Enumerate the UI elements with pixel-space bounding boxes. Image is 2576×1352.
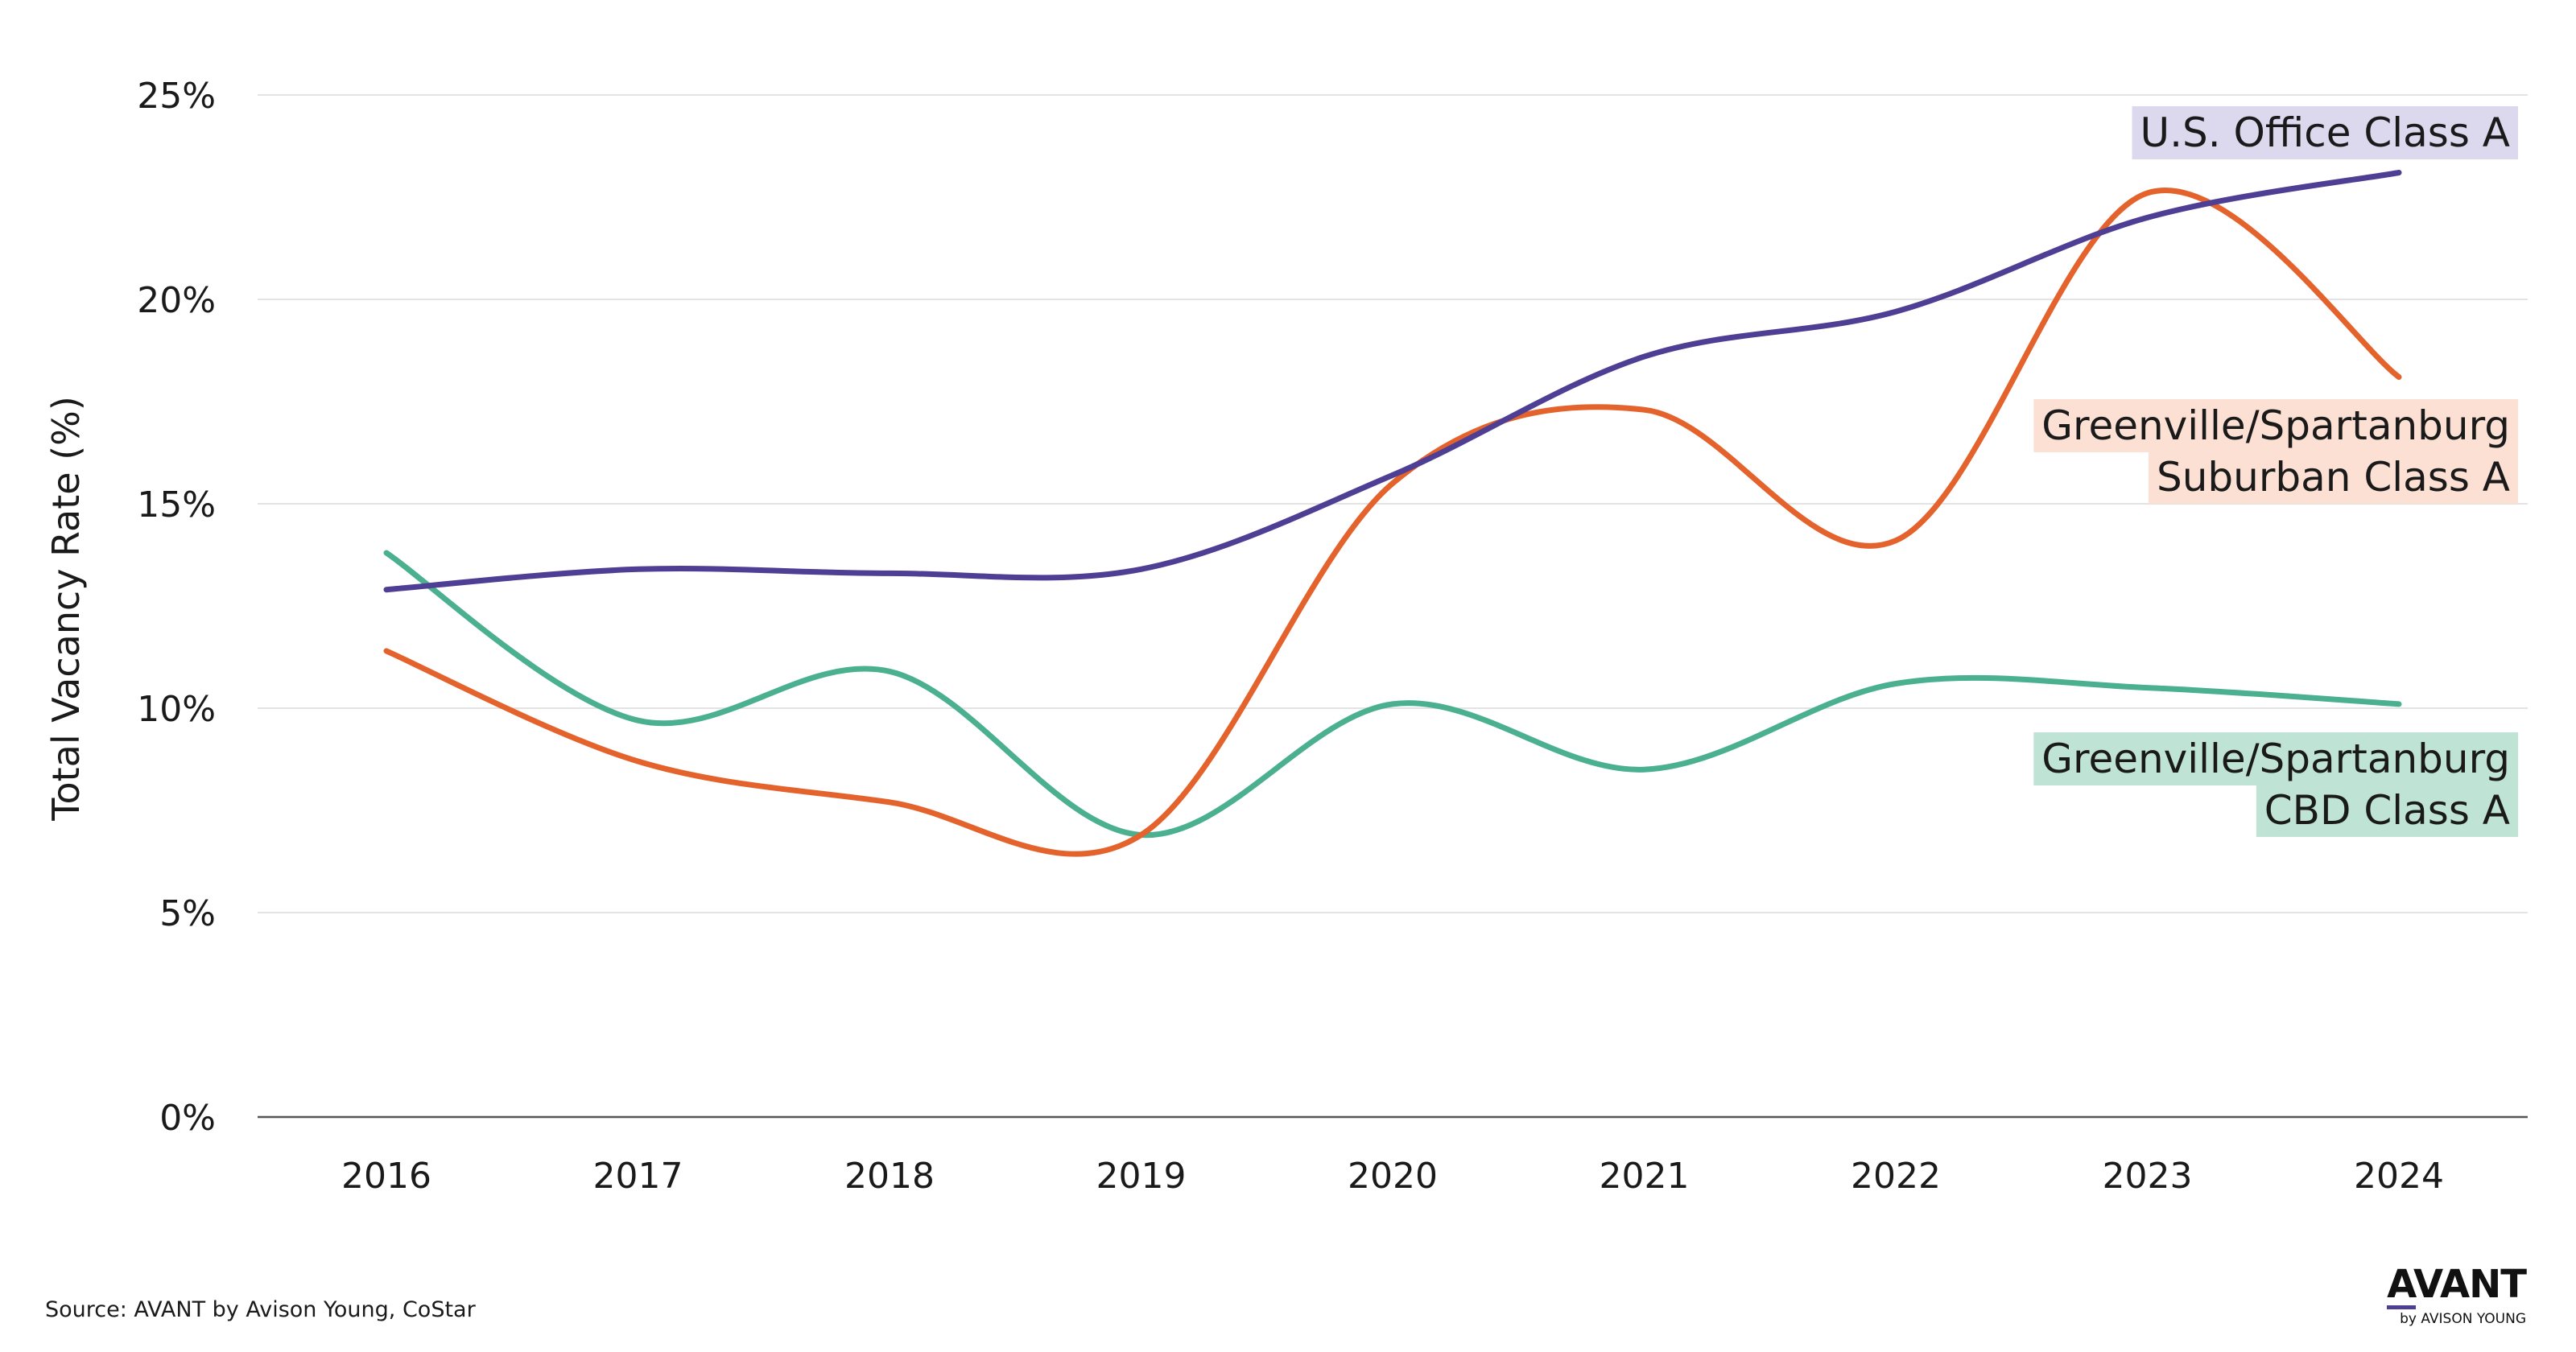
y-tick-label: 15% bbox=[137, 484, 216, 526]
avant-logo: AVANT by AVISON YOUNG bbox=[2387, 1262, 2527, 1327]
y-tick-label: 25% bbox=[137, 76, 216, 117]
series-label-cbd: Greenville/Spartanburg CBD Class A bbox=[2033, 732, 2519, 837]
x-tick-label: 2021 bbox=[1600, 1156, 1690, 1197]
x-tick-label: 2022 bbox=[1851, 1156, 1941, 1197]
series-label-suburban: Greenville/Spartanburg Suburban Class A bbox=[2033, 399, 2519, 504]
x-tick-label: 2024 bbox=[2354, 1156, 2444, 1197]
y-tick-label: 20% bbox=[137, 280, 216, 321]
y-tick-label: 5% bbox=[159, 893, 216, 934]
x-tick-label: 2023 bbox=[2103, 1156, 2193, 1197]
series-label-background bbox=[2033, 399, 2519, 452]
series-label-text: U.S. Office Class A bbox=[2140, 109, 2511, 156]
series-label-background bbox=[2033, 732, 2519, 785]
x-tick-label: 2017 bbox=[593, 1156, 683, 1197]
y-axis-ticks: 0% 5% 10% 15% 20% 25% bbox=[137, 76, 216, 1139]
x-tick-label: 2019 bbox=[1096, 1156, 1187, 1197]
series-label-background bbox=[2149, 451, 2518, 504]
series-lines bbox=[383, 170, 2402, 857]
x-tick-label: 2020 bbox=[1348, 1156, 1438, 1197]
y-axis-title: Total Vacancy Rate (%) bbox=[44, 396, 88, 822]
x-tick-label: 2018 bbox=[844, 1156, 935, 1197]
source-note: Source: AVANT by Avison Young, CoStar bbox=[45, 1297, 476, 1322]
x-tick-label: 2016 bbox=[341, 1156, 431, 1197]
series-label-text: CBD Class A bbox=[2264, 787, 2510, 834]
x-axis-ticks: 2016 2017 2018 2019 2020 2021 2022 2023 2024 bbox=[341, 1156, 2444, 1197]
logo-subtitle: by AVISON YOUNG bbox=[2400, 1311, 2526, 1327]
series-label-us-office: U.S. Office Class A bbox=[2132, 106, 2518, 159]
series-label-text: Suburban Class A bbox=[2157, 454, 2510, 501]
series-label-text: Greenville/Spartanburg bbox=[2041, 402, 2510, 449]
logo-accent-bar bbox=[2387, 1305, 2417, 1309]
series-line-cbd bbox=[383, 550, 2402, 839]
y-tick-label: 0% bbox=[159, 1098, 216, 1139]
series-label-text: Greenville/Spartanburg bbox=[2041, 736, 2510, 782]
series-line-us-office bbox=[383, 170, 2402, 593]
logo-wordmark: AVANT bbox=[2387, 1262, 2527, 1307]
series-labels: U.S. Office Class A Greenville/Spartanbur… bbox=[2033, 106, 2519, 837]
y-tick-label: 10% bbox=[137, 689, 216, 730]
grid-lines bbox=[258, 94, 2528, 1119]
series-label-background bbox=[2132, 106, 2518, 159]
series-label-background bbox=[2256, 784, 2519, 837]
